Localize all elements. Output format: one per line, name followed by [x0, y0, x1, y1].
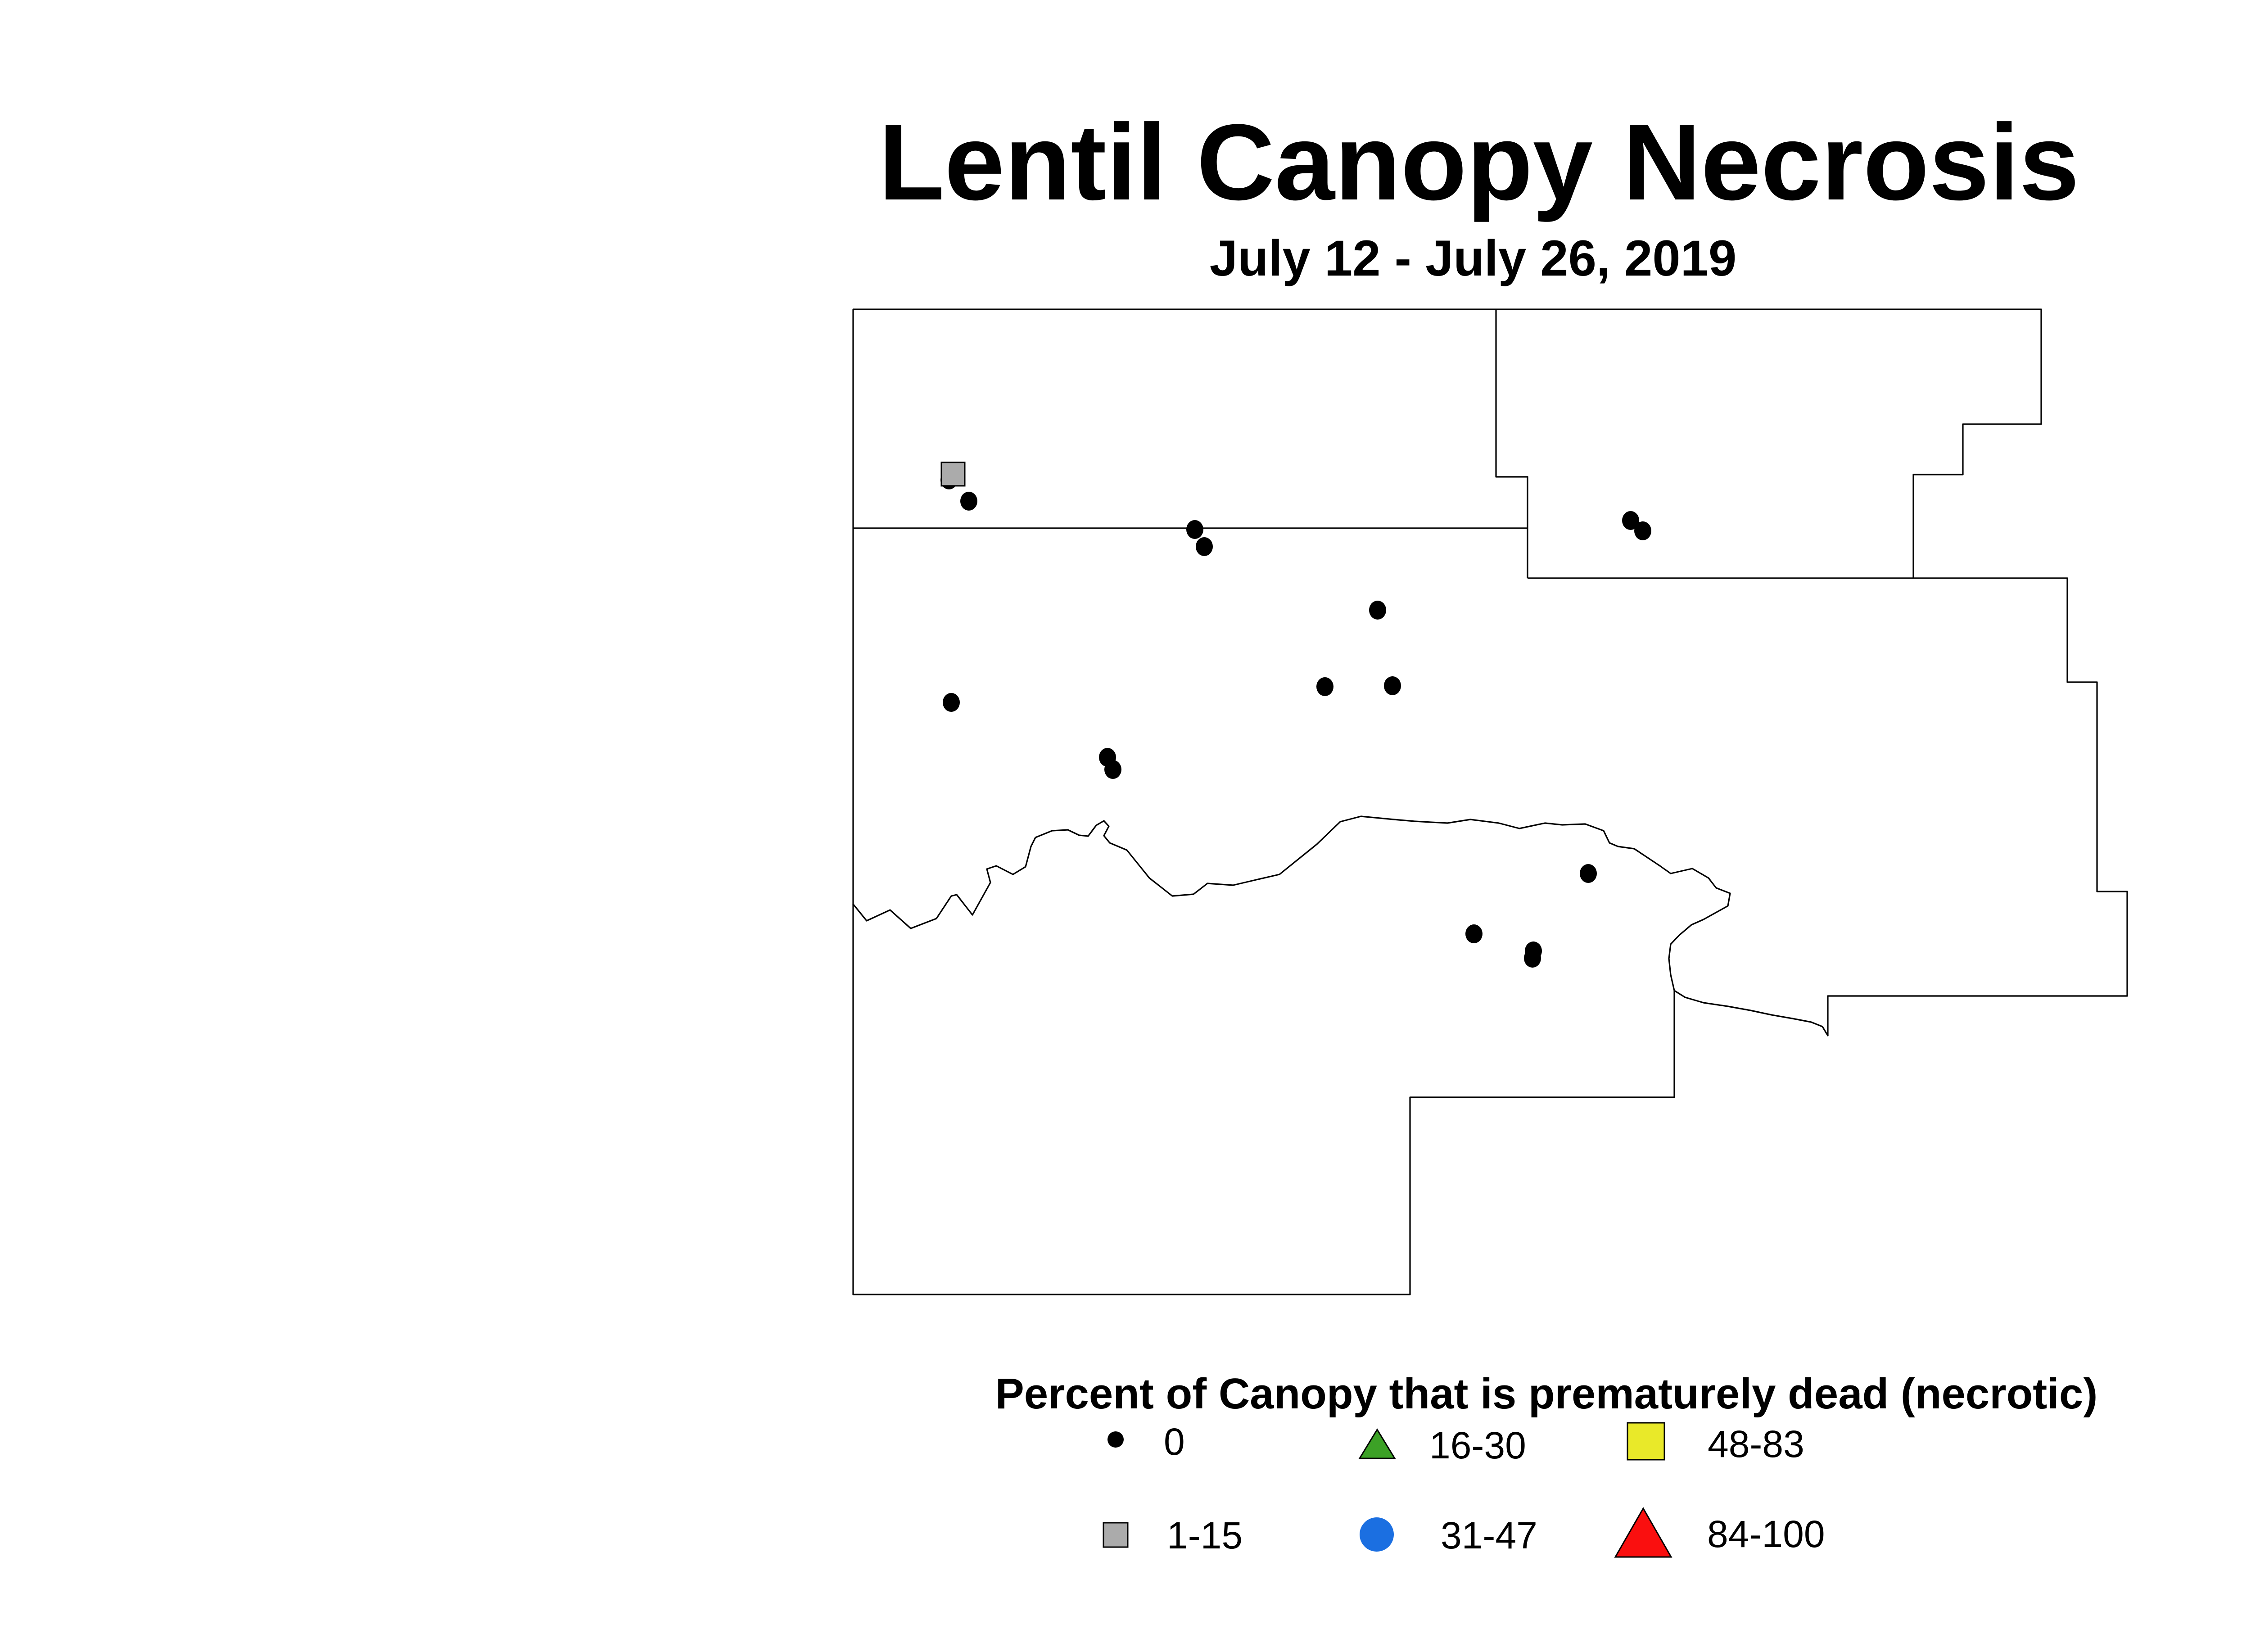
map-point-dot-0	[960, 492, 977, 511]
legend-symbol-square	[1627, 1422, 1665, 1461]
map-point-dot-0	[1196, 537, 1213, 556]
map-point-dot-0	[1369, 601, 1386, 620]
legend-label: 1-15	[1167, 1514, 1243, 1557]
page-title: Lentil Canopy Necrosis	[878, 102, 2079, 222]
river-boundary	[852, 815, 1829, 1036]
map-point-dot-0	[1104, 760, 1121, 779]
legend-label: 0	[1164, 1421, 1185, 1463]
legend-symbol-triangle	[1614, 1507, 1672, 1558]
map-point-dot-0	[1465, 924, 1483, 943]
legend-label: 48-83	[1708, 1423, 1804, 1465]
subtitle: July 12 - July 26, 2019	[1210, 230, 1737, 286]
map-point-dot-0	[943, 693, 960, 712]
county-boundary-east	[1528, 577, 2128, 1036]
legend-title: Percent of Canopy that is prematurely de…	[995, 1370, 2098, 1418]
map-point-dot-0	[1524, 949, 1541, 968]
map-point-dot-0	[1580, 864, 1597, 883]
map-point-dot-0	[1186, 520, 1203, 539]
legend-label: 16-30	[1429, 1424, 1526, 1466]
legend: Percent of Canopy that is prematurely de…	[995, 1370, 2098, 1558]
map-point-dot-0	[1622, 511, 1639, 530]
map-point-dot-0	[1316, 677, 1333, 696]
map-points-layer	[940, 462, 1651, 968]
legend-symbol-triangle	[1358, 1428, 1396, 1459]
legend-label: 84-100	[1707, 1513, 1825, 1555]
legend-symbol-dot	[1107, 1431, 1124, 1448]
legend-items: 0 1-15 16-30 31-47 48-83 84-100	[1103, 1421, 1825, 1558]
legend-symbol-circle	[1360, 1517, 1394, 1552]
map-point-square-1-15	[940, 462, 966, 487]
county-boundary-north	[853, 308, 2042, 578]
county-boundary-west-south	[852, 309, 1675, 1295]
map-point-dot-0	[1634, 521, 1651, 540]
legend-label: 31-47	[1441, 1514, 1537, 1557]
county-boundary-internal-vertical	[1495, 309, 1528, 578]
map-point-dot-0	[1384, 676, 1401, 695]
county-map	[852, 308, 2128, 1295]
legend-symbol-square	[1103, 1522, 1129, 1548]
